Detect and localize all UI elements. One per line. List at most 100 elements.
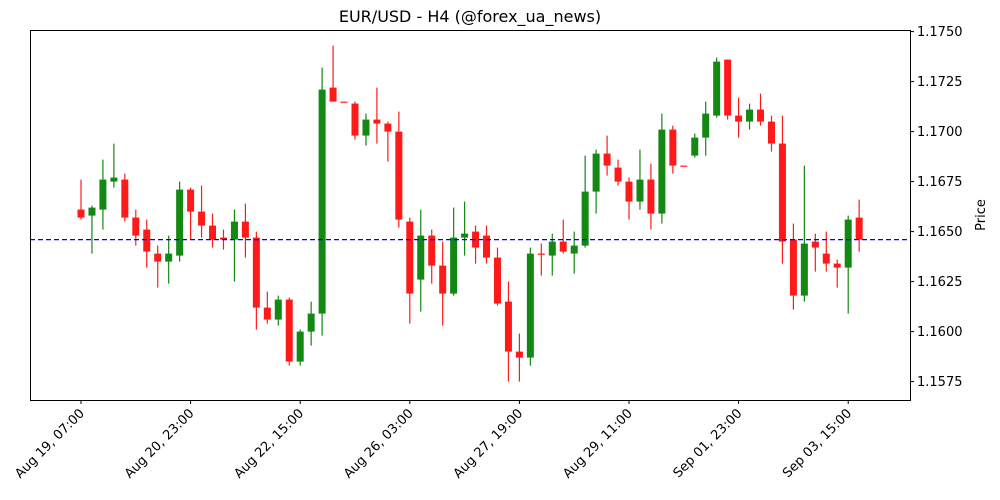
candle-bearish <box>252 231 260 330</box>
x-axis: Aug 19, 07:00 Aug 20, 23:00 Aug 22, 15:00 A… <box>12 400 855 482</box>
x-tick-label: Sep 01, 23:00 <box>671 406 746 481</box>
candle-body <box>230 221 238 240</box>
candle-body <box>537 253 545 255</box>
candle-body <box>296 331 304 362</box>
candle-body <box>647 179 655 214</box>
candle-bullish <box>526 247 534 366</box>
candle-body <box>855 217 863 240</box>
y-tick-label: 1.1575 <box>917 375 963 390</box>
candle-body <box>198 211 206 226</box>
y-tick-label: 1.1650 <box>917 225 963 240</box>
candle-body <box>176 189 184 256</box>
candle-body <box>483 235 491 258</box>
x-tick-label: Sep 03, 15:00 <box>780 406 855 481</box>
candle-bearish <box>406 217 414 324</box>
candle-body <box>307 313 315 332</box>
candle-bearish <box>603 135 611 176</box>
candle-bullish <box>230 209 238 282</box>
candle-bullish <box>461 201 469 256</box>
y-axis: 1.1575 1.1600 1.1625 1.1650 1.1675 1.1700 1.17… <box>910 25 963 390</box>
y-axis-label: Price <box>974 199 989 231</box>
x-tick-label: Aug 19, 07:00 <box>12 406 88 482</box>
candle-body <box>351 103 359 136</box>
candle-bearish <box>515 333 523 382</box>
candle-body <box>384 123 392 132</box>
y-tick-label: 1.1700 <box>917 125 963 140</box>
candle-bearish <box>351 101 359 140</box>
candle-body <box>274 299 282 320</box>
candle-bullish <box>307 301 315 346</box>
candle-bearish <box>384 121 392 162</box>
candle-body <box>209 225 217 240</box>
candle-body <box>735 115 743 122</box>
candle-bearish <box>625 177 633 220</box>
candles-layer <box>77 45 863 382</box>
candle-bearish <box>329 45 337 102</box>
candle-body <box>767 121 775 144</box>
candle-body <box>461 233 469 238</box>
candle-body <box>406 221 414 294</box>
candle-body <box>789 239 797 296</box>
candle-bearish <box>121 173 129 222</box>
candle-body <box>428 235 436 266</box>
candle-body <box>143 229 151 252</box>
candle-bullish <box>844 215 852 314</box>
candle-body <box>669 129 677 166</box>
candle-bearish <box>680 165 688 167</box>
candle-bearish <box>669 125 677 174</box>
candle-bearish <box>483 225 491 264</box>
candle-body <box>603 153 611 166</box>
y-tick-label: 1.1600 <box>917 325 963 340</box>
candle-body <box>395 131 403 220</box>
candle-bearish <box>263 291 271 324</box>
candle-body <box>77 209 85 218</box>
y-tick-label: 1.1625 <box>917 275 963 290</box>
y-tick-label: 1.1725 <box>917 75 963 90</box>
candle-bearish <box>767 115 775 152</box>
candle-body <box>757 109 765 122</box>
candle-body <box>241 221 249 238</box>
candle-bullish <box>570 231 578 274</box>
x-tick-label: Aug 20, 23:00 <box>122 406 198 482</box>
candle-bearish <box>614 159 622 186</box>
candle-bearish <box>647 163 655 230</box>
candle-body <box>800 243 808 296</box>
candle-body <box>746 109 754 122</box>
candle-bearish <box>472 225 480 264</box>
candle-bearish <box>428 229 436 284</box>
candle-bearish <box>198 185 206 238</box>
candle-body <box>526 253 534 358</box>
candle-bearish <box>143 219 151 268</box>
candle-bearish <box>187 187 195 240</box>
candle-body <box>592 153 600 192</box>
candle-bearish <box>855 199 863 252</box>
candle-body <box>110 177 118 182</box>
candle-body <box>548 241 556 256</box>
candle-body <box>713 61 721 116</box>
candle-body <box>219 237 227 240</box>
candle-body <box>570 245 578 254</box>
candle-body <box>515 351 523 358</box>
candle-body <box>504 301 512 352</box>
candle-body <box>165 253 173 262</box>
candle-bearish <box>757 93 765 126</box>
candle-bullish <box>548 233 556 276</box>
candle-body <box>318 89 326 314</box>
candle-body <box>811 241 819 248</box>
candle-body <box>88 207 96 216</box>
candle-bearish <box>285 297 293 366</box>
candle-body <box>187 189 195 212</box>
x-tick-label: Aug 26, 03:00 <box>341 406 417 482</box>
candle-bearish <box>395 111 403 228</box>
candle-bullish <box>296 329 304 366</box>
candle-body <box>154 253 162 262</box>
candle-body <box>822 253 830 264</box>
candle-bearish <box>209 213 217 248</box>
candle-bearish <box>778 115 786 264</box>
candle-body <box>581 191 589 246</box>
candle-body <box>625 181 633 202</box>
candle-bearish <box>373 87 381 144</box>
candle-body <box>252 237 260 308</box>
candle-body <box>778 143 786 242</box>
